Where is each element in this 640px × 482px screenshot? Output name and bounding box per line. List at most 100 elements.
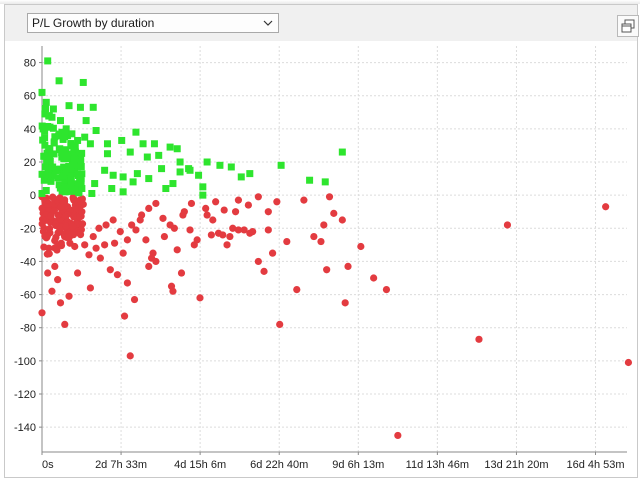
loss-point [44, 269, 52, 277]
profit-point [41, 127, 49, 135]
profit-point [321, 178, 329, 186]
loss-point [43, 231, 52, 240]
popout-button[interactable] [617, 15, 639, 37]
loss-point [234, 226, 243, 234]
loss-point [95, 224, 103, 232]
loss-point [173, 246, 181, 254]
profit-point [58, 153, 66, 161]
profit-point [56, 165, 64, 173]
loss-point [47, 212, 55, 220]
loss-point [344, 262, 352, 270]
profit-point [46, 145, 54, 153]
y-tick-label: -100 [14, 356, 36, 368]
loss-point [51, 236, 59, 245]
x-tick-label: 6d 22h 40m [250, 459, 308, 471]
loss-point [283, 237, 291, 246]
profit-point [199, 191, 207, 199]
profit-point [40, 152, 48, 160]
loss-point [229, 224, 237, 232]
loss-point [48, 287, 56, 295]
chart-type-select[interactable]: P/L Growth by duration [27, 13, 279, 33]
profit-point [91, 180, 99, 188]
loss-point [152, 257, 160, 266]
y-tick-label: 0 [30, 190, 36, 202]
loss-point [159, 214, 167, 222]
profit-point [57, 117, 65, 125]
loss-point [145, 204, 153, 212]
profit-point [50, 150, 58, 158]
x-tick-label: 0s [42, 459, 54, 471]
loss-point [260, 267, 268, 275]
profit-point [143, 153, 151, 161]
loss-point [382, 286, 391, 294]
profit-point [132, 128, 140, 136]
profit-point [67, 142, 75, 150]
profit-point [166, 143, 174, 151]
profit-point [129, 178, 137, 186]
loss-point [65, 292, 73, 300]
loss-point [341, 299, 349, 307]
loss-point [50, 194, 58, 203]
profit-point [199, 183, 207, 191]
profit-point [88, 189, 96, 197]
chevron-down-icon[interactable] [260, 15, 276, 31]
loss-point [145, 262, 153, 270]
loss-point [81, 241, 89, 249]
loss-point [78, 220, 87, 228]
loss-point [69, 222, 77, 231]
profit-point [227, 163, 235, 171]
loss-point [193, 236, 201, 244]
loss-point [149, 249, 157, 257]
profit-point [119, 173, 127, 181]
loss-point [61, 320, 69, 328]
loss-point [624, 358, 633, 367]
loss-point [56, 299, 65, 307]
profit-point [46, 157, 54, 165]
loss-point [187, 199, 196, 208]
loss-point [249, 228, 257, 236]
loss-point [325, 193, 334, 201]
loss-point [357, 242, 365, 251]
profit-point [41, 110, 49, 118]
profit-point [158, 165, 166, 173]
profit-point [77, 163, 85, 171]
loss-point [223, 241, 231, 249]
loss-point [38, 220, 46, 228]
loss-point [244, 201, 252, 209]
profit-point [246, 170, 254, 178]
loss-point [78, 208, 86, 216]
profit-point [67, 170, 75, 178]
loss-point [142, 236, 150, 244]
loss-point [220, 206, 228, 214]
profit-point [40, 176, 48, 184]
profit-point [86, 140, 94, 148]
loss-point [152, 199, 160, 208]
loss-point [53, 246, 61, 254]
loss-point [310, 232, 318, 241]
profit-point [67, 178, 75, 186]
profit-point [126, 148, 134, 156]
profit-point [44, 57, 52, 65]
profit-point [62, 125, 70, 133]
profit-series [38, 57, 346, 199]
profit-point [41, 163, 49, 171]
profit-point [62, 188, 70, 196]
profit-point [67, 165, 75, 173]
profit-point [78, 149, 86, 157]
y-tick-label: -20 [20, 223, 36, 235]
profit-point [61, 133, 69, 141]
profit-point [306, 176, 314, 184]
profit-point [119, 188, 127, 196]
loss-point [602, 203, 610, 211]
profit-point [103, 150, 111, 158]
profit-point [56, 145, 64, 153]
loss-point [45, 244, 53, 252]
loss-point [338, 216, 346, 224]
y-tick-label: -120 [14, 389, 36, 401]
loss-point [219, 231, 227, 239]
loss-point [89, 232, 97, 241]
loss-point [212, 198, 220, 206]
loss-point [132, 226, 140, 234]
profit-point [79, 78, 87, 86]
loss-point [101, 241, 109, 249]
